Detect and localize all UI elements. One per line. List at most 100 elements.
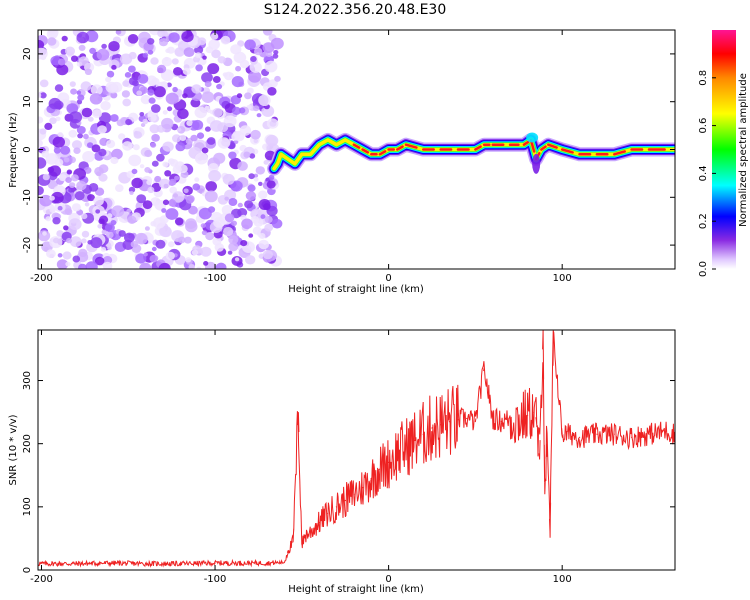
- noise-blob: [136, 194, 147, 204]
- noise-blob: [84, 68, 92, 76]
- noise-blob: [135, 232, 148, 245]
- noise-blob: [139, 112, 145, 117]
- noise-blob: [212, 76, 221, 83]
- noise-blob: [115, 30, 122, 35]
- noise-blob: [202, 55, 207, 60]
- noise-blob: [155, 239, 166, 249]
- noise-blob: [86, 142, 94, 149]
- noise-blob: [104, 223, 115, 233]
- noise-blob: [81, 238, 87, 244]
- noise-blob: [103, 256, 113, 265]
- noise-blob: [175, 142, 186, 152]
- noise-blob: [89, 93, 103, 105]
- noise-blob: [147, 186, 155, 194]
- noise-blob: [149, 254, 158, 263]
- noise-blob: [237, 40, 245, 47]
- noise-blob: [151, 134, 160, 142]
- snr-y-tick-label: 200: [22, 434, 33, 453]
- signal-track-core: [540, 145, 547, 151]
- noise-blob: [144, 167, 151, 173]
- noise-blob: [159, 178, 171, 189]
- noise-blob: [101, 43, 107, 49]
- noise-blob: [68, 187, 74, 193]
- noise-blob: [165, 92, 179, 105]
- noise-blob: [178, 236, 186, 244]
- snr-x-label: Height of straight line (km): [288, 584, 424, 595]
- noise-blob: [266, 180, 276, 189]
- noise-blob: [49, 207, 56, 213]
- noise-blob: [172, 165, 182, 174]
- noise-blob: [182, 67, 191, 75]
- noise-blob: [158, 262, 171, 269]
- noise-blob: [135, 253, 147, 264]
- snr-series-line: [38, 330, 675, 568]
- noise-blob: [192, 119, 204, 131]
- noise-blob: [38, 92, 42, 98]
- noise-blob: [258, 233, 266, 239]
- noise-blob: [222, 72, 228, 77]
- noise-blob: [190, 134, 198, 142]
- noise-blob: [270, 37, 284, 50]
- noise-blob: [214, 243, 224, 252]
- noise-blob: [83, 133, 89, 140]
- noise-blob: [131, 168, 138, 175]
- noise-blob: [167, 106, 173, 112]
- noise-blob: [181, 30, 194, 43]
- noise-blob: [68, 129, 78, 138]
- colorbar-tick-label: 0.6: [698, 118, 709, 134]
- noise-blob: [165, 48, 171, 53]
- noise-blob: [223, 226, 234, 237]
- noise-blob: [47, 166, 55, 173]
- noise-blob: [68, 218, 82, 231]
- noise-blob: [38, 185, 44, 196]
- noise-blob: [95, 209, 101, 214]
- noise-blob: [38, 116, 44, 124]
- noise-blob: [44, 122, 53, 130]
- noise-blob: [274, 75, 281, 82]
- noise-blob: [142, 52, 149, 58]
- noise-blob: [97, 125, 107, 134]
- noise-blob: [204, 126, 211, 132]
- noise-blob: [100, 101, 111, 111]
- noise-blob: [39, 128, 47, 135]
- noise-blob: [73, 147, 81, 154]
- noise-blob: [264, 60, 278, 73]
- noise-blob: [142, 200, 153, 210]
- noise-blob: [78, 44, 86, 52]
- noise-blob: [110, 92, 118, 99]
- signal-track-core: [361, 148, 370, 154]
- noise-blob: [237, 202, 243, 208]
- noise-blob: [127, 34, 139, 44]
- noise-blob: [56, 64, 69, 76]
- noise-blob: [248, 173, 255, 180]
- noise-blob: [185, 196, 194, 204]
- noise-blob: [52, 136, 65, 148]
- noise-blob: [110, 156, 119, 165]
- noise-blob: [95, 256, 105, 266]
- noise-blob: [161, 208, 167, 213]
- noise-blob: [143, 252, 148, 257]
- noise-blob: [273, 50, 279, 55]
- noise-blob: [46, 30, 58, 40]
- noise-blob: [151, 246, 157, 252]
- noise-blob: [150, 221, 157, 227]
- noise-blob: [90, 237, 103, 249]
- noise-blob: [151, 77, 160, 86]
- noise-blob: [230, 44, 242, 55]
- noise-blob: [133, 144, 140, 151]
- noise-blob: [140, 94, 151, 105]
- signal-track-core: [474, 145, 482, 151]
- noise-blob: [66, 169, 73, 175]
- noise-blob: [234, 131, 245, 142]
- noise-blob: [99, 215, 109, 224]
- noise-blob: [200, 246, 212, 257]
- noise-blob: [93, 196, 104, 206]
- noise-blob: [205, 46, 214, 54]
- noise-blob: [127, 215, 137, 224]
- noise-blob: [147, 89, 155, 96]
- noise-blob: [105, 231, 114, 239]
- colorbar-tick-label: 0.4: [698, 165, 709, 181]
- noise-blob: [76, 126, 86, 134]
- snr-y-tick-label: 0: [22, 567, 33, 573]
- noise-blob: [65, 261, 71, 267]
